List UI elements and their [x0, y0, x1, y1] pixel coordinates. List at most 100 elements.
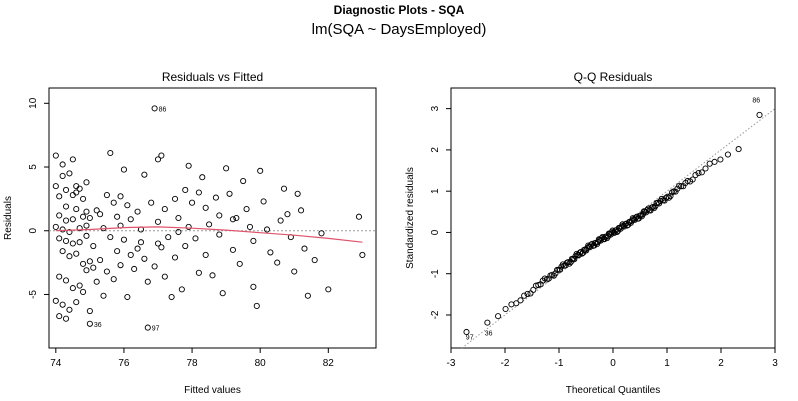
- resid-point: [144, 324, 151, 331]
- qq-y-tick-label: -2: [430, 310, 441, 319]
- qq-point: [502, 305, 509, 313]
- resid-point: [148, 199, 155, 206]
- resid-y-tick-label: 5: [28, 164, 39, 170]
- resid-y-tick-label: 10: [28, 97, 39, 109]
- qq-point: [524, 290, 531, 297]
- resid-point: [267, 249, 274, 256]
- qq-point: [717, 156, 724, 163]
- resid-x-tick-label: 82: [323, 358, 335, 369]
- figure-title: Diagnostic Plots - SQA: [333, 3, 465, 17]
- resid-point: [209, 272, 216, 279]
- resid-point: [52, 223, 59, 230]
- resid-y-axis-label: Residuals: [3, 196, 14, 240]
- resid-point: [195, 189, 202, 196]
- qq-point: [695, 170, 702, 177]
- resid-point: [52, 152, 59, 159]
- resid-point: [62, 217, 70, 224]
- resid-point: [80, 195, 87, 202]
- resid-point: [131, 265, 138, 273]
- resid-point: [182, 242, 189, 250]
- resid-point: [114, 248, 121, 255]
- qq-point: [689, 176, 696, 183]
- resid-point: [80, 213, 87, 220]
- qq-point: [651, 204, 658, 212]
- resid-point: [229, 216, 236, 223]
- resid-point: [216, 231, 223, 238]
- resid-point: [134, 245, 141, 252]
- resid-point: [69, 216, 76, 223]
- qq-y-tick-label: 3: [430, 105, 441, 111]
- qq-x-tick-label: -3: [447, 358, 456, 369]
- resid-point: [257, 167, 264, 174]
- resid-point: [93, 207, 100, 214]
- qq-point: [521, 292, 528, 299]
- resid-point: [69, 285, 76, 292]
- resid-smoother-line: [55, 226, 363, 243]
- resid-point: [117, 193, 124, 200]
- resid-point: [246, 223, 254, 230]
- qq-point: [664, 193, 671, 200]
- resid-point: [178, 286, 185, 293]
- resid-point: [175, 228, 182, 236]
- resid-point: [86, 307, 93, 315]
- resid-point: [76, 225, 83, 232]
- qq-point: [667, 193, 674, 200]
- resid-point: [185, 162, 192, 169]
- resid-y-tick-label: -5: [28, 290, 39, 299]
- resid-point: [120, 236, 127, 243]
- resid-point: [86, 214, 93, 222]
- resid-point: [355, 213, 363, 220]
- resid-point: [236, 260, 243, 267]
- resid-point: [154, 156, 162, 163]
- resid-point: [124, 293, 131, 301]
- resid-point: [52, 297, 59, 304]
- resid-point: [56, 313, 63, 320]
- resid-point: [124, 202, 131, 209]
- resid-point: [73, 250, 80, 257]
- resid-point: [192, 235, 199, 242]
- resid-point: [86, 258, 93, 265]
- resid-point: [151, 105, 158, 112]
- resid-point: [83, 179, 90, 186]
- qq-point: [649, 203, 656, 210]
- resid-point: [137, 239, 145, 246]
- resid-point: [114, 213, 121, 220]
- resid-point: [103, 268, 110, 275]
- resid-point: [202, 204, 209, 211]
- resid-point-label: 36: [94, 322, 102, 329]
- qq-point: [724, 151, 731, 158]
- resid-point: [226, 190, 233, 197]
- qq-y-tick-label: 2: [430, 147, 441, 153]
- qq-point: [495, 313, 502, 320]
- qq-point: [692, 172, 699, 179]
- resid-point: [185, 223, 192, 230]
- qq-y-axis-label: Standardized residuals: [405, 167, 416, 269]
- resid-point: [253, 302, 260, 309]
- resid-point: [66, 170, 73, 177]
- qq-y-tick-label: 0: [430, 229, 441, 235]
- resid-point: [107, 234, 114, 241]
- resid-point: [83, 222, 90, 229]
- resid-point: [62, 237, 70, 244]
- resid-point: [86, 320, 93, 327]
- qq-point: [735, 146, 742, 153]
- resid-x-tick-label: 78: [187, 358, 199, 369]
- resid-point: [76, 282, 83, 289]
- resid-point: [103, 192, 110, 199]
- qq-point: [571, 256, 578, 263]
- resid-point: [202, 251, 209, 259]
- resid-point-label: 97: [152, 326, 160, 333]
- resid-point: [69, 240, 76, 247]
- resid-point: [165, 234, 172, 241]
- resid-y-tick-label: 0: [28, 228, 39, 234]
- resid-point: [298, 207, 305, 214]
- resid-point: [97, 211, 104, 218]
- resid-point: [294, 190, 301, 197]
- resid-point: [154, 218, 162, 225]
- resid-point: [100, 292, 107, 299]
- resid-point: [127, 216, 134, 223]
- resid-point: [277, 217, 284, 224]
- qq-point: [517, 297, 524, 304]
- resid-point: [189, 199, 196, 206]
- qq-point: [463, 328, 470, 336]
